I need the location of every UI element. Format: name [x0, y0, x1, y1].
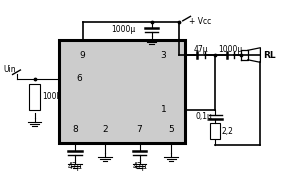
- Text: 2: 2: [102, 125, 108, 134]
- Text: 1000μ: 1000μ: [111, 25, 135, 34]
- Text: 9: 9: [80, 51, 85, 60]
- Text: 6: 6: [76, 74, 82, 83]
- Text: 0,1μ: 0,1μ: [196, 112, 213, 121]
- Bar: [29, 84, 40, 110]
- Text: 47μ: 47μ: [132, 162, 147, 171]
- Text: 47μ: 47μ: [68, 162, 82, 171]
- Text: 7: 7: [136, 125, 142, 134]
- Bar: [58, 40, 184, 143]
- Text: 100k: 100k: [42, 92, 61, 101]
- Bar: [210, 123, 220, 139]
- Text: 8: 8: [72, 125, 78, 134]
- Text: Uin: Uin: [3, 65, 16, 74]
- Text: 5: 5: [168, 125, 174, 134]
- Text: 3: 3: [160, 51, 166, 60]
- Text: 1: 1: [160, 105, 166, 114]
- Text: + Vcc: + Vcc: [189, 17, 211, 26]
- Text: 2,2: 2,2: [222, 127, 234, 136]
- Text: 47μ: 47μ: [194, 45, 208, 53]
- Text: 1000μ: 1000μ: [218, 45, 242, 53]
- Text: RL: RL: [263, 51, 275, 60]
